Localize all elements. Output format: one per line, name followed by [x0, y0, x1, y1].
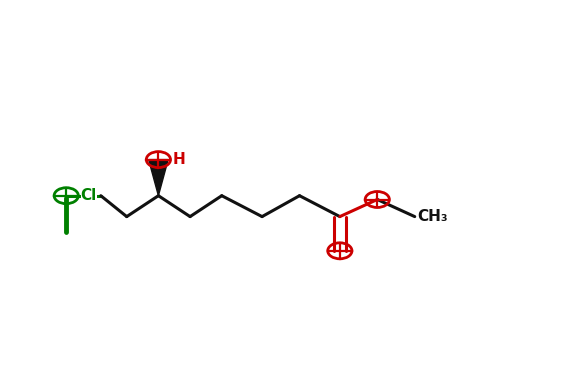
Text: CH₃: CH₃ — [418, 209, 448, 224]
Polygon shape — [149, 160, 168, 196]
Text: Cl: Cl — [81, 188, 97, 203]
Text: H: H — [172, 152, 185, 167]
